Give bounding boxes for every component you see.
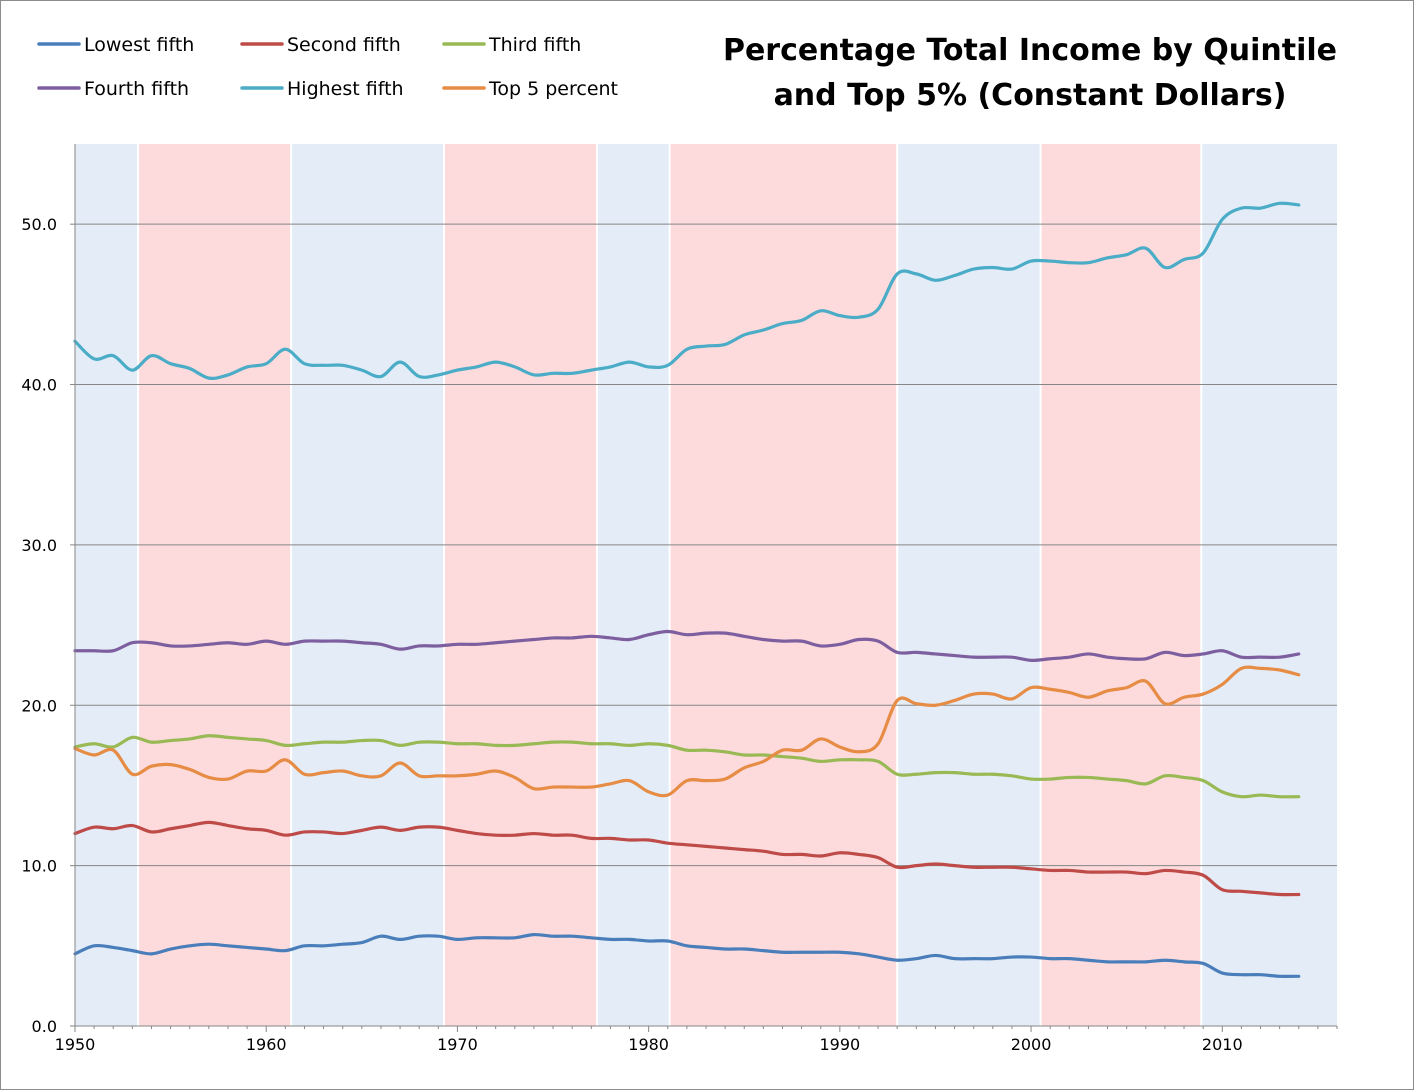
- x-tick-label: 2010: [1202, 1035, 1243, 1054]
- y-tick-label: 50.0: [21, 215, 57, 234]
- period-band-6: [897, 144, 1041, 1026]
- y-tick-label: 40.0: [21, 376, 57, 395]
- y-tick-label: 10.0: [21, 857, 57, 876]
- legend-label-top-5-percent: Top 5 percent: [488, 78, 618, 100]
- y-tick-label: 30.0: [21, 536, 57, 555]
- period-band-5: [669, 144, 898, 1026]
- period-band-4: [597, 144, 670, 1026]
- period-band-8: [1201, 144, 1337, 1026]
- period-band-2: [291, 144, 445, 1026]
- y-tick-labels: 0.0 10.0 20.0 30.0 40.0 50.0: [21, 215, 57, 1036]
- series-line-highest-fifth: [73, 201, 1301, 380]
- legend-label-third-fifth: Third fifth: [488, 34, 581, 56]
- y-tick-label: 0.0: [32, 1017, 57, 1036]
- x-tick-label: 1960: [246, 1035, 287, 1054]
- series-line-second-fifth: [73, 820, 1301, 897]
- period-band-1: [138, 144, 292, 1026]
- x-tick-label: 1950: [55, 1035, 96, 1054]
- legend-label-highest-fifth: Highest fifth: [287, 78, 404, 100]
- period-bands: [75, 144, 1337, 1026]
- chart-title-line-1: Percentage Total Income by Quintile: [723, 33, 1337, 68]
- legend-label-fourth-fifth: Fourth fifth: [84, 78, 189, 100]
- series-line-lowest-fifth: [73, 932, 1301, 979]
- x-tick-label: 1980: [628, 1035, 669, 1054]
- x-tick-label: 1970: [437, 1035, 478, 1054]
- series-lines: [73, 201, 1301, 979]
- x-tick-label: 2000: [1011, 1035, 1052, 1054]
- period-band-3: [444, 144, 598, 1026]
- period-band-7: [1040, 144, 1202, 1026]
- x-tick-label: 1990: [819, 1035, 860, 1054]
- chart-title: Percentage Total Income by Quintile and T…: [723, 33, 1337, 113]
- y-tick-label: 20.0: [21, 696, 57, 715]
- gridlines: [75, 223, 1337, 867]
- series-line-top-5-percent: [73, 665, 1301, 798]
- legend-label-lowest-fifth: Lowest fifth: [84, 34, 194, 56]
- legend: Lowest fifth Second fifth Third fifth Fourt…: [37, 34, 618, 100]
- series-line-third-fifth: [73, 734, 1301, 799]
- axes: [70, 144, 1338, 1032]
- legend-label-second-fifth: Second fifth: [287, 34, 401, 56]
- x-tick-labels: 1950 1960 1970 1980 1990 2000 2010: [55, 1035, 1243, 1054]
- period-band-0: [75, 144, 139, 1026]
- chart-title-line-2: and Top 5% (Constant Dollars): [774, 78, 1287, 113]
- series-line-fourth-fifth: [73, 629, 1301, 663]
